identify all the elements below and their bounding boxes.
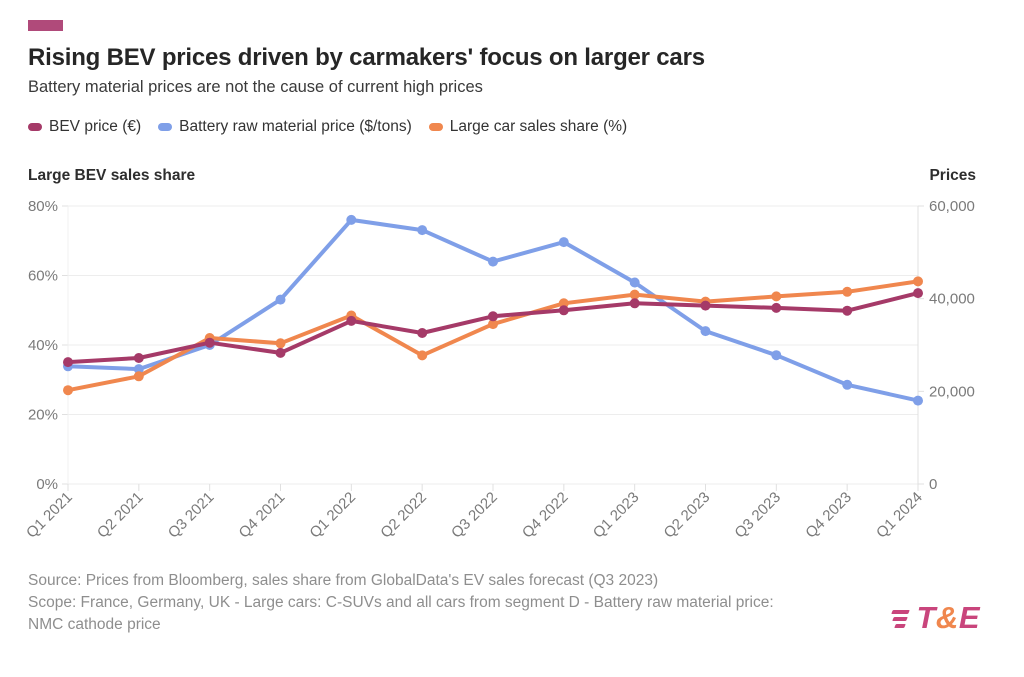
- legend-label: Large car sales share (%): [449, 118, 628, 135]
- source-note: Source: Prices from Bloomberg, sales sha…: [28, 570, 888, 636]
- x-axis-label: Q1 2023: [590, 489, 643, 542]
- x-axis-label: Q1 2022: [306, 489, 359, 542]
- legend-item-large-car-share: Large car sales share (%): [428, 118, 628, 136]
- source-line: Source: Prices from Bloomberg, sales sha…: [28, 572, 659, 589]
- te-logo-stripes-icon: [891, 608, 911, 628]
- x-axis-label: Q4 2021: [236, 489, 289, 542]
- data-point: [488, 256, 498, 267]
- left-axis-label: 0%: [36, 476, 58, 493]
- data-point: [629, 289, 640, 300]
- legend-label: BEV price (€): [49, 118, 142, 135]
- scope-line: Scope: France, Germany, UK - Large cars:…: [28, 594, 774, 611]
- logo-letter-e: E: [958, 600, 980, 635]
- legend-label: Battery raw material price ($/tons): [179, 118, 412, 135]
- left-axis-label: 20%: [28, 407, 58, 424]
- page-title: Rising BEV prices driven by carmakers' f…: [28, 44, 705, 71]
- data-point: [842, 286, 853, 297]
- logo-letter-amp: &: [935, 600, 959, 635]
- right-axis-label: 0: [929, 476, 937, 493]
- data-point: [700, 326, 711, 337]
- data-point: [63, 357, 73, 368]
- data-point: [558, 298, 569, 309]
- te-logo-text: T&E: [916, 600, 980, 636]
- right-axis-label: 40,000: [929, 291, 975, 308]
- left-axis-title: Large BEV sales share: [28, 167, 196, 184]
- data-point: [63, 385, 73, 396]
- data-point: [842, 305, 853, 316]
- data-point: [346, 214, 357, 225]
- x-axis-label: Q2 2022: [377, 489, 430, 542]
- series-line: [66, 279, 920, 393]
- data-point: [700, 300, 711, 311]
- battery-price-swatch-icon: [158, 123, 173, 131]
- chart-subtitle: Battery material prices are not the caus…: [28, 78, 483, 96]
- data-point: [771, 291, 782, 302]
- x-axis-label: Q1 2021: [23, 489, 76, 542]
- large-car-share-swatch-icon: [428, 123, 443, 131]
- x-axis-label: Q3 2022: [448, 489, 501, 542]
- data-point: [913, 395, 923, 406]
- data-point: [913, 276, 923, 287]
- data-point: [771, 350, 782, 361]
- data-point: [629, 298, 640, 309]
- data-point: [275, 294, 286, 305]
- x-axis-label: Q4 2022: [519, 489, 572, 542]
- x-axis-label: Q4 2023: [802, 489, 855, 542]
- left-axis-label: 60%: [28, 268, 58, 285]
- data-point: [558, 305, 569, 316]
- data-point: [417, 350, 428, 361]
- right-axis-title: Prices: [929, 167, 976, 184]
- bev-price-swatch-icon: [28, 123, 42, 131]
- data-point: [629, 277, 640, 288]
- left-axis-label: 40%: [28, 337, 58, 354]
- data-point: [204, 337, 215, 348]
- right-axis-label: 60,000: [929, 198, 975, 215]
- chart-legend: BEV price (€) Battery raw material price…: [28, 118, 627, 136]
- data-point: [133, 353, 144, 363]
- data-point: [133, 371, 144, 382]
- data-point: [913, 288, 923, 299]
- data-point: [488, 311, 498, 322]
- x-axis-label: Q3 2021: [165, 489, 218, 542]
- data-point: [488, 319, 498, 330]
- scope-line-2: NMC cathode price: [28, 616, 161, 633]
- data-point: [275, 347, 286, 358]
- x-axis-label: Q2 2023: [661, 489, 714, 542]
- data-point: [417, 225, 428, 236]
- data-point: [842, 379, 853, 390]
- te-logo: T&E: [891, 600, 980, 636]
- brand-accent-bar: [28, 20, 63, 31]
- data-point: [346, 315, 357, 326]
- legend-item-battery-price: Battery raw material price ($/tons): [158, 118, 412, 136]
- data-point: [275, 338, 286, 349]
- x-axis-label: Q3 2023: [731, 489, 784, 542]
- data-point: [771, 302, 782, 313]
- x-axis-label: Q1 2024: [873, 489, 926, 542]
- data-point: [133, 364, 144, 375]
- logo-letter-t: T: [916, 600, 936, 635]
- x-axis-label: Q2 2021: [94, 489, 147, 542]
- right-axis-label: 20,000: [929, 383, 975, 400]
- data-point: [417, 328, 428, 338]
- left-axis-label: 80%: [28, 198, 58, 215]
- data-point: [558, 237, 569, 248]
- legend-item-bev-price: BEV price (€): [28, 118, 141, 136]
